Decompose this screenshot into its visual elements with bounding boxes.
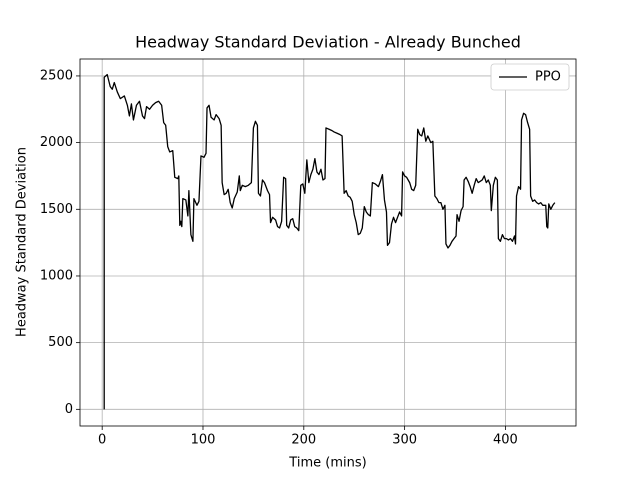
x-tick-label: 100 xyxy=(191,433,216,448)
x-tick-label: 200 xyxy=(291,433,316,448)
y-tick-label: 2500 xyxy=(40,68,73,83)
x-tick-label: 300 xyxy=(392,433,417,448)
y-tick-label: 1500 xyxy=(40,202,73,217)
y-tick-label: 0 xyxy=(65,402,73,417)
axes-frame xyxy=(79,58,577,427)
data-line xyxy=(103,73,556,410)
chart-title: Headway Standard Deviation - Already Bun… xyxy=(135,33,521,52)
x-tick-label: 400 xyxy=(493,433,518,448)
legend-label: PPO xyxy=(535,70,561,85)
y-tick-label: 1000 xyxy=(40,268,73,283)
x-axis-label: Time (mins) xyxy=(288,456,366,471)
y-tick-label: 500 xyxy=(48,335,73,350)
legend-box xyxy=(490,63,570,91)
y-tick-label: 2000 xyxy=(40,135,73,150)
y-axis-label: Headway Standard Deviation xyxy=(15,147,30,337)
x-tick-label: 0 xyxy=(98,433,106,448)
